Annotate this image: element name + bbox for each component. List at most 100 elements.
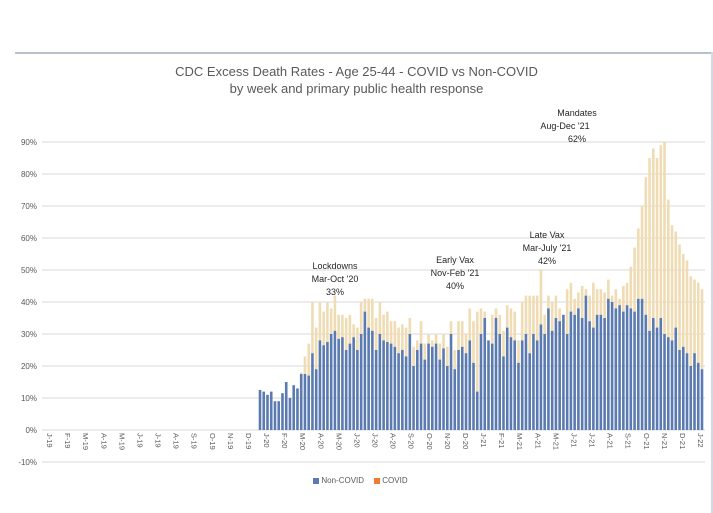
bar-covid [468, 308, 472, 341]
bar-covid [678, 244, 681, 350]
bar-covid [696, 282, 700, 363]
bar-noncovid [468, 340, 472, 430]
bar-covid [423, 343, 427, 360]
x-tick-label: J-21 [479, 433, 488, 448]
bar-noncovid [389, 343, 393, 430]
x-tick-label: A-20 [316, 433, 325, 449]
bar-covid [416, 340, 419, 350]
bar-noncovid [693, 353, 696, 430]
bar-covid [363, 298, 367, 312]
bar-covid [509, 308, 513, 338]
bar-noncovid [498, 334, 502, 430]
bar-covid [610, 295, 614, 302]
bar-noncovid [595, 314, 599, 430]
bar-noncovid [404, 356, 408, 430]
bar-noncovid [685, 353, 689, 430]
bar-noncovid [543, 334, 546, 430]
bar-covid [457, 321, 460, 350]
bar-noncovid [532, 334, 535, 430]
bar-covid [303, 356, 307, 374]
bar-covid [614, 289, 618, 309]
annotation-label: Aug-Dec '21 [540, 121, 589, 131]
bar-covid [344, 318, 348, 350]
bar-noncovid [341, 337, 344, 430]
bar-covid [359, 302, 363, 334]
bar-noncovid [445, 366, 449, 430]
bar-noncovid [517, 362, 520, 430]
bar-covid [311, 302, 314, 354]
bar-noncovid [666, 337, 670, 430]
bar-noncovid [599, 314, 603, 430]
x-tick-label: M-21 [515, 433, 524, 450]
bar-covid [520, 302, 524, 341]
bar-covid [637, 228, 640, 299]
bar-noncovid [644, 314, 648, 430]
x-tick-label: J-19 [135, 433, 144, 448]
bar-covid [584, 289, 588, 296]
bar-covid [513, 311, 517, 341]
x-tick-label: D-21 [678, 433, 687, 449]
bar-noncovid [625, 305, 629, 430]
bar-covid [607, 279, 610, 299]
x-tick-label: N-20 [443, 433, 452, 449]
bar-noncovid [622, 311, 625, 430]
bar-noncovid [659, 318, 663, 430]
bar-covid [603, 292, 606, 318]
bar-noncovid [475, 391, 479, 430]
bar-noncovid [607, 298, 610, 430]
bar-noncovid [416, 350, 419, 430]
bar-noncovid [640, 298, 644, 430]
bar-covid [618, 298, 621, 306]
bar-noncovid [472, 362, 475, 430]
bar-covid [502, 330, 505, 357]
bar-noncovid [562, 314, 565, 430]
bar-covid [389, 321, 393, 344]
bar-noncovid [307, 375, 310, 430]
bar-covid [374, 318, 378, 350]
bar-noncovid [479, 334, 483, 430]
bar-covid [490, 314, 494, 344]
x-tick-label: J-20 [262, 433, 271, 448]
bar-noncovid [610, 302, 614, 430]
x-tick-label: M-19 [117, 433, 126, 450]
y-tick-label: 0% [25, 426, 37, 435]
x-tick-label: A-19 [172, 433, 181, 449]
bar-covid [622, 286, 625, 312]
bar-noncovid [269, 391, 273, 430]
chart-legend: Non-COVID COVID [0, 476, 713, 485]
x-tick-label: F-20 [280, 433, 289, 448]
bar-noncovid [277, 401, 281, 430]
bar-covid [681, 254, 685, 347]
bar-noncovid [438, 359, 442, 430]
bar-noncovid [258, 390, 262, 430]
x-tick-label: F-19 [63, 433, 72, 448]
legend-label-noncovid: Non-COVID [321, 476, 365, 485]
bar-noncovid [352, 337, 355, 430]
bar-covid [558, 308, 561, 322]
x-tick-label: A-19 [99, 433, 108, 449]
bar-noncovid [547, 308, 550, 430]
x-tick-label: M-19 [81, 433, 90, 450]
x-tick-label: D-19 [244, 433, 253, 449]
bar-noncovid [427, 343, 430, 430]
bar-noncovid [505, 327, 509, 430]
bar-covid [505, 305, 509, 328]
bar-noncovid [374, 350, 378, 430]
bar-covid [685, 260, 689, 354]
bar-covid [472, 321, 475, 363]
bar-noncovid [296, 388, 299, 430]
chart-title: CDC Excess Death Rates - Age 25-44 - COV… [175, 64, 538, 79]
bar-covid [412, 346, 415, 366]
annotation-label: Late Vax [530, 230, 565, 240]
x-tick-label: N-21 [660, 433, 669, 449]
bar-covid [333, 295, 337, 331]
bar-covid [299, 372, 303, 374]
bar-covid [528, 295, 531, 354]
bar-covid [652, 148, 655, 318]
bar-noncovid [614, 308, 618, 430]
bar-noncovid [423, 359, 427, 430]
bar-noncovid [322, 345, 325, 430]
y-tick-label: 60% [21, 234, 37, 243]
bar-covid [565, 289, 569, 334]
annotation-label: 33% [326, 287, 344, 297]
